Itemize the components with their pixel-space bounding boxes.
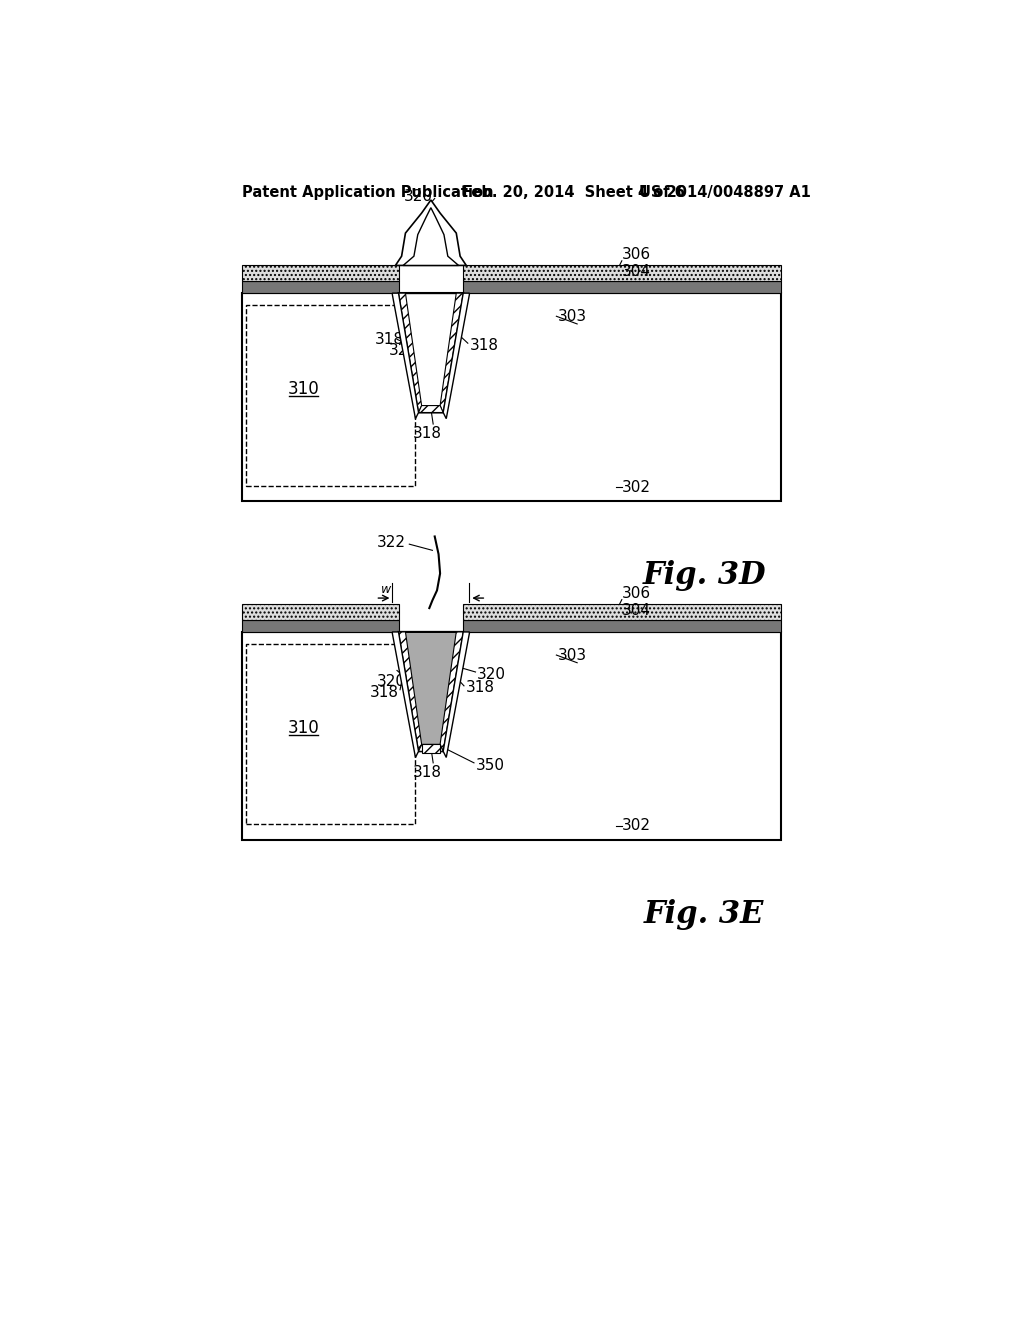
Polygon shape xyxy=(398,632,422,751)
Text: 310: 310 xyxy=(288,380,319,399)
Polygon shape xyxy=(422,744,440,752)
Bar xyxy=(246,644,416,825)
Text: 306: 306 xyxy=(622,247,651,263)
Polygon shape xyxy=(440,632,463,751)
Polygon shape xyxy=(419,744,443,751)
Polygon shape xyxy=(398,293,463,412)
Polygon shape xyxy=(392,293,419,418)
Text: 310: 310 xyxy=(288,719,319,737)
Polygon shape xyxy=(419,405,443,412)
Bar xyxy=(463,265,781,281)
Bar xyxy=(243,281,398,293)
Text: 318: 318 xyxy=(469,338,499,352)
Polygon shape xyxy=(440,293,463,412)
Text: 350: 350 xyxy=(475,758,505,772)
Polygon shape xyxy=(443,632,469,758)
Bar xyxy=(243,265,398,281)
Text: 318: 318 xyxy=(466,680,495,694)
Bar xyxy=(463,619,781,632)
Text: w: w xyxy=(381,582,391,595)
Text: 304: 304 xyxy=(622,264,651,280)
Text: 302: 302 xyxy=(622,818,651,833)
Polygon shape xyxy=(443,293,469,418)
Polygon shape xyxy=(398,632,463,751)
Polygon shape xyxy=(392,632,419,758)
Text: 303: 303 xyxy=(558,648,587,663)
Text: 304: 304 xyxy=(622,603,651,618)
Text: 318: 318 xyxy=(370,685,398,700)
Bar xyxy=(243,619,398,632)
Text: US 2014/0048897 A1: US 2014/0048897 A1 xyxy=(639,185,811,201)
Text: 302: 302 xyxy=(622,479,651,495)
Text: 318: 318 xyxy=(413,766,441,780)
Text: 320: 320 xyxy=(403,189,432,203)
Text: 306: 306 xyxy=(622,586,651,601)
Text: 303: 303 xyxy=(558,309,587,323)
Text: Fig. 3D: Fig. 3D xyxy=(642,560,766,591)
Text: Feb. 20, 2014  Sheet 4 of 6: Feb. 20, 2014 Sheet 4 of 6 xyxy=(462,185,684,201)
Polygon shape xyxy=(395,199,466,265)
Text: 320: 320 xyxy=(389,343,418,359)
Text: 320: 320 xyxy=(377,675,407,689)
Text: Patent Application Publication: Patent Application Publication xyxy=(243,185,494,201)
Text: Fig. 3E: Fig. 3E xyxy=(644,899,764,931)
Polygon shape xyxy=(398,293,422,412)
Text: 318: 318 xyxy=(413,426,441,441)
Bar xyxy=(243,293,781,502)
Bar xyxy=(463,281,781,293)
Polygon shape xyxy=(403,207,459,265)
Text: 318: 318 xyxy=(375,331,403,347)
Text: 320: 320 xyxy=(477,667,506,682)
Bar xyxy=(246,305,416,486)
Bar xyxy=(463,605,781,619)
Bar xyxy=(243,605,398,619)
Bar xyxy=(243,632,781,840)
Text: 322: 322 xyxy=(377,535,407,550)
